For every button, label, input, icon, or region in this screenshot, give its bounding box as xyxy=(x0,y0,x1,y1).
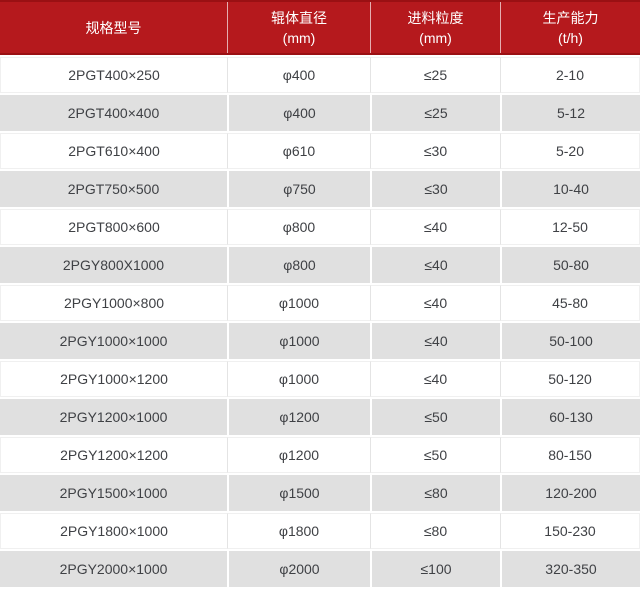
table-row: 2PGY1500×1000 φ1500 ≤80 120-200 xyxy=(0,475,640,511)
table-cell: φ400 xyxy=(227,95,370,131)
table-row: 2PGY1000×800 φ1000 ≤40 45-80 xyxy=(0,285,640,321)
table-row: 2PGY1800×1000 φ1800 ≤80 150-230 xyxy=(0,513,640,549)
table-cell: 50-120 xyxy=(500,361,640,397)
header-unit: (mm) xyxy=(419,29,452,46)
table-row: 2PGT400×400 φ400 ≤25 5-12 xyxy=(0,95,640,131)
table-body: 2PGT400×250 φ400 ≤25 2-10 2PGT400×400 φ400 ≤25… xyxy=(0,57,640,587)
table-cell: 50-80 xyxy=(500,247,640,283)
table-cell: 80-150 xyxy=(500,437,640,473)
table-cell: ≤50 xyxy=(370,437,500,473)
table-cell: φ1500 xyxy=(227,475,370,511)
header-unit: (mm) xyxy=(282,29,316,46)
table-cell: 2PGT800×600 xyxy=(0,209,227,245)
table-cell: φ1000 xyxy=(227,285,370,321)
table-cell: 150-230 xyxy=(500,513,640,549)
table-cell: 2PGY1500×1000 xyxy=(0,475,227,511)
table-cell: ≤40 xyxy=(370,361,500,397)
table-cell: φ1200 xyxy=(227,437,370,473)
table-row: 2PGT610×400 φ610 ≤30 5-20 xyxy=(0,133,640,169)
table-cell: φ1200 xyxy=(227,399,370,435)
table-row: 2PGT750×500 φ750 ≤30 10-40 xyxy=(0,171,640,207)
table-cell: 2PGT750×500 xyxy=(0,171,227,207)
table-cell: 50-100 xyxy=(500,323,640,359)
header-label: 生产能力 xyxy=(542,9,599,26)
header-cell-roller-diameter: 辊体直径 (mm) xyxy=(227,2,370,53)
table-cell: 2PGT400×400 xyxy=(0,95,227,131)
table-row: 2PGT800×600 φ800 ≤40 12-50 xyxy=(0,209,640,245)
table-row: 2PGY1000×1000 φ1000 ≤40 50-100 xyxy=(0,323,640,359)
header-unit: (t/h) xyxy=(558,29,583,46)
table-cell: 2PGT610×400 xyxy=(0,133,227,169)
header-cell-model: 规格型号 xyxy=(0,2,227,53)
table-cell: 2PGY1200×1200 xyxy=(0,437,227,473)
table-cell: ≤80 xyxy=(370,475,500,511)
table-cell: 120-200 xyxy=(500,475,640,511)
table-cell: ≤40 xyxy=(370,285,500,321)
table-cell: 5-12 xyxy=(500,95,640,131)
table-row: 2PGY1200×1000 φ1200 ≤50 60-130 xyxy=(0,399,640,435)
table-cell: φ1000 xyxy=(227,323,370,359)
table-cell: 2-10 xyxy=(500,57,640,93)
table-cell: 2PGY1000×1000 xyxy=(0,323,227,359)
table-cell: 12-50 xyxy=(500,209,640,245)
header-cell-feed-size: 进料粒度 (mm) xyxy=(370,2,500,53)
table-cell: φ750 xyxy=(227,171,370,207)
header-label: 辊体直径 xyxy=(271,9,327,26)
table-cell: 2PGY2000×1000 xyxy=(0,551,227,587)
table-row: 2PGY1200×1200 φ1200 ≤50 80-150 xyxy=(0,437,640,473)
table-cell: φ610 xyxy=(227,133,370,169)
table-cell: ≤25 xyxy=(370,57,500,93)
table-cell: φ400 xyxy=(227,57,370,93)
table-row: 2PGT400×250 φ400 ≤25 2-10 xyxy=(0,57,640,93)
table-cell: ≤80 xyxy=(370,513,500,549)
table-row: 2PGY2000×1000 φ2000 ≤100 320-350 xyxy=(0,551,640,587)
table-cell: φ2000 xyxy=(227,551,370,587)
table-cell: 2PGY1200×1000 xyxy=(0,399,227,435)
table-cell: ≤100 xyxy=(370,551,500,587)
header-cell-capacity: 生产能力 (t/h) xyxy=(500,2,640,53)
table-cell: 5-20 xyxy=(500,133,640,169)
table-cell: ≤30 xyxy=(370,133,500,169)
table-cell: ≤40 xyxy=(370,247,500,283)
table-cell: 2PGY1800×1000 xyxy=(0,513,227,549)
table-cell: φ800 xyxy=(227,209,370,245)
table-cell: φ800 xyxy=(227,247,370,283)
table-cell: 2PGY1000×1200 xyxy=(0,361,227,397)
table-cell: φ1800 xyxy=(227,513,370,549)
table-cell: φ1000 xyxy=(227,361,370,397)
table-cell: ≤25 xyxy=(370,95,500,131)
table-row: 2PGY1000×1200 φ1000 ≤40 50-120 xyxy=(0,361,640,397)
table-cell: 320-350 xyxy=(500,551,640,587)
table-cell: 60-130 xyxy=(500,399,640,435)
table-cell: 2PGY800X1000 xyxy=(0,247,227,283)
table-cell: ≤40 xyxy=(370,323,500,359)
table-cell: 45-80 xyxy=(500,285,640,321)
table-cell: 2PGT400×250 xyxy=(0,57,227,93)
table-cell: ≤40 xyxy=(370,209,500,245)
table-cell: 10-40 xyxy=(500,171,640,207)
table-body-table: 2PGT400×250 φ400 ≤25 2-10 2PGT400×400 φ400 ≤25… xyxy=(0,55,640,589)
table-cell: ≤30 xyxy=(370,171,500,207)
table-cell: ≤50 xyxy=(370,399,500,435)
table-header-row: 规格型号 辊体直径 (mm) 进料粒度 (mm) 生产能力 (t/h) xyxy=(0,0,640,55)
table-row: 2PGY800X1000 φ800 ≤40 50-80 xyxy=(0,247,640,283)
header-label: 规格型号 xyxy=(85,19,142,36)
table-cell: 2PGY1000×800 xyxy=(0,285,227,321)
header-label: 进料粒度 xyxy=(407,9,464,26)
